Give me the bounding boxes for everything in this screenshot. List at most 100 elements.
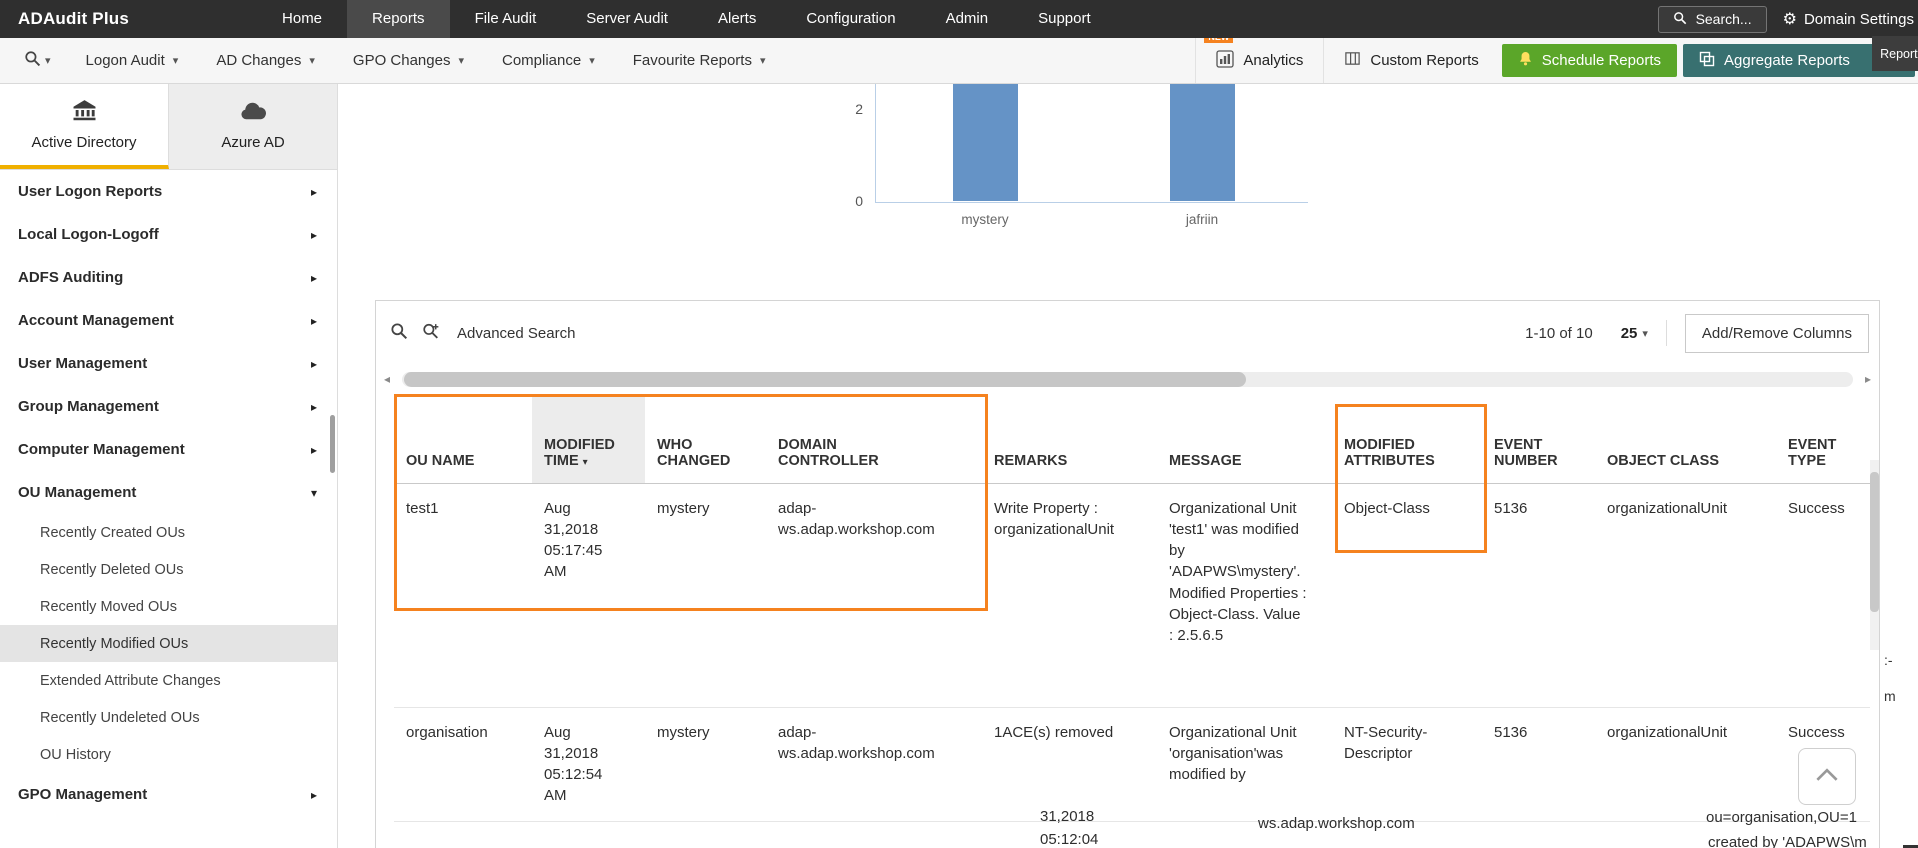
cell-who_changed: mystery xyxy=(645,483,766,708)
sidebar-item-label: Local Logon-Logoff xyxy=(18,226,159,243)
sidebar-subitem-extended-attribute-changes[interactable]: Extended Attribute Changes xyxy=(0,662,337,699)
domain-settings-button[interactable]: ⚙ Domain Settings xyxy=(1783,11,1914,28)
menu-logon-audit[interactable]: Logon Audit ▾ xyxy=(67,52,198,69)
sidebar-item-user-management[interactable]: User Management ▸ xyxy=(0,342,337,385)
domain-settings-label: Domain Settings xyxy=(1803,10,1914,28)
cell-modified_time: Aug 31,2018 05:12:54 AM xyxy=(532,707,645,822)
table-row[interactable]: organisation Aug 31,2018 05:12:54 AM myste… xyxy=(394,707,1870,822)
horizontal-scrollbar-thumb[interactable] xyxy=(404,372,1246,387)
vertical-scrollbar-thumb[interactable] xyxy=(1870,472,1879,612)
cell-object_class: organizationalUnit xyxy=(1595,707,1776,822)
chevron-up-icon xyxy=(1815,767,1839,787)
nav-item-alerts[interactable]: Alerts xyxy=(717,10,757,27)
add-remove-columns-button[interactable]: Add/Remove Columns xyxy=(1684,313,1869,353)
column-header-event-number[interactable]: EVENT NUMBER xyxy=(1482,395,1595,484)
column-header-ou-name[interactable]: OU NAME xyxy=(394,395,532,484)
sidebar-scrollbar-thumb[interactable] xyxy=(330,415,335,473)
sidebar-subitem-label: Recently Undeleted OUs xyxy=(40,709,200,726)
sidebar-item-local-logon-logoff[interactable]: Local Logon-Logoff ▸ xyxy=(0,213,337,256)
sidebar-item-user-logon-reports[interactable]: User Logon Reports ▸ xyxy=(0,170,337,213)
sidebar-item-adfs-auditing[interactable]: ADFS Auditing ▸ xyxy=(0,256,337,299)
sidebar-subitem-ou-history[interactable]: OU History xyxy=(0,736,337,773)
column-header-modified-attributes[interactable]: MODIFIED ATTRIBUTES xyxy=(1332,395,1482,484)
menu-ad-changes[interactable]: AD Changes ▾ xyxy=(197,52,334,69)
cell-domain_controller: adap-ws.adap.workshop.com xyxy=(766,483,982,708)
sidebar-item-gpo-management[interactable]: GPO Management ▸ xyxy=(0,773,337,816)
sidebar-item-group-management[interactable]: Group Management ▸ xyxy=(0,385,337,428)
sidebar-subitem-recently-moved-ous[interactable]: Recently Moved OUs xyxy=(0,588,337,625)
tab-active-directory[interactable]: Active Directory xyxy=(0,84,169,169)
sidebar-item-ou-management[interactable]: OU Management ▾ xyxy=(0,471,337,514)
cloud-icon xyxy=(238,102,268,125)
menu-label: AD Changes xyxy=(216,52,302,69)
sidebar-item-label: ADFS Auditing xyxy=(18,269,124,286)
sidebar-subitem-label: Extended Attribute Changes xyxy=(40,672,221,689)
sort-desc-icon: ▾ xyxy=(582,456,588,468)
column-header-event-type[interactable]: EVENT TYPE xyxy=(1776,395,1870,484)
column-header-message[interactable]: MESSAGE xyxy=(1157,395,1332,484)
clipped-text-fragment: m xyxy=(1884,688,1896,704)
menu-compliance[interactable]: Compliance ▾ xyxy=(483,52,614,69)
bar-mystery xyxy=(952,84,1018,201)
table-row[interactable]: test1 Aug 31,2018 05:17:45 AM mystery adap-… xyxy=(394,483,1870,708)
report-search-toggle[interactable]: ▾ xyxy=(0,50,59,72)
cell-modified_attributes: Object-Class xyxy=(1332,483,1482,708)
schedule-reports-button[interactable]: Schedule Reports xyxy=(1501,44,1677,77)
sidebar-subitem-recently-deleted-ous[interactable]: Recently Deleted OUs xyxy=(0,551,337,588)
scroll-to-top-button[interactable] xyxy=(1798,748,1856,805)
reports-edge-ribbon[interactable]: Reports xyxy=(1872,36,1918,71)
nav-item-configuration[interactable]: Configuration xyxy=(806,10,896,27)
column-header-modified-time[interactable]: MODIFIED TIME ▾ xyxy=(532,395,645,484)
vertical-scrollbar-track[interactable] xyxy=(1870,460,1879,650)
global-search-button[interactable]: Search... xyxy=(1657,5,1767,33)
report-panel-toolbar: Advanced Search 1-10 of 10 25 ▾ Add/Remo… xyxy=(376,301,1879,365)
column-header-who-changed[interactable]: WHO CHANGED xyxy=(645,395,766,484)
column-header-remarks[interactable]: REMARKS xyxy=(982,395,1157,484)
sidebar-subitem-recently-undeleted-ous[interactable]: Recently Undeleted OUs xyxy=(0,699,337,736)
chevron-down-icon: ▾ xyxy=(1642,326,1648,340)
column-header-domain-controller[interactable]: DOMAIN CONTROLLER xyxy=(766,395,982,484)
nav-item-reports[interactable]: Reports xyxy=(347,0,450,38)
custom-reports-button[interactable]: Custom Reports xyxy=(1323,38,1498,83)
building-icon xyxy=(71,99,98,125)
menu-favourite-reports[interactable]: Favourite Reports ▾ xyxy=(614,52,785,69)
advanced-search-icon[interactable] xyxy=(422,322,441,345)
sidebar-item-computer-management[interactable]: Computer Management ▸ xyxy=(0,428,337,471)
cell-remarks: Write Property : organizationalUnit xyxy=(982,483,1157,708)
page-size-dropdown[interactable]: 25 ▾ xyxy=(1621,325,1648,342)
menu-gpo-changes[interactable]: GPO Changes ▾ xyxy=(334,52,483,69)
column-header-object-class[interactable]: OBJECT CLASS xyxy=(1595,395,1776,484)
chart-plot-area xyxy=(338,84,1488,203)
horizontal-scrollbar-track[interactable] xyxy=(402,372,1853,387)
tab-azure-ad[interactable]: Azure AD xyxy=(169,84,337,169)
report-table: OU NAME MODIFIED TIME ▾ WHO CHANGED DOMAIN C… xyxy=(394,395,1870,822)
tab-label: Azure AD xyxy=(221,134,285,151)
sidebar-subitem-recently-modified-ous[interactable]: Recently Modified OUs xyxy=(0,625,337,662)
sidebar-item-account-management[interactable]: Account Management ▸ xyxy=(0,299,337,342)
search-icon[interactable] xyxy=(390,322,408,345)
nav-item-server-audit[interactable]: Server Audit xyxy=(586,10,668,27)
sidebar-subitem-recently-created-ous[interactable]: Recently Created OUs xyxy=(0,514,337,551)
cell-who_changed: mystery xyxy=(645,707,766,822)
advanced-search-label[interactable]: Advanced Search xyxy=(457,324,576,342)
nav-item-support[interactable]: Support xyxy=(1038,10,1091,27)
nav-item-admin[interactable]: Admin xyxy=(945,10,989,27)
chart-y-axis xyxy=(875,84,876,202)
sidebar-item-label: User Logon Reports xyxy=(18,183,163,200)
scroll-right-arrow-icon[interactable]: ▸ xyxy=(1864,372,1871,386)
nav-item-file-audit[interactable]: File Audit xyxy=(474,10,537,27)
scroll-left-arrow-icon[interactable]: ◂ xyxy=(384,372,391,386)
cell-ou_name: organisation xyxy=(394,707,532,822)
navbar-items: Home Reports File Audit Server Audit Alerts C… xyxy=(257,0,1116,38)
analytics-button[interactable]: NEW Analytics xyxy=(1195,31,1323,83)
analytics-label: Analytics xyxy=(1243,52,1304,69)
chevron-right-icon: ▸ xyxy=(310,313,317,328)
gear-icon: ⚙ xyxy=(1782,9,1797,28)
nav-item-home[interactable]: Home xyxy=(282,10,323,27)
report-toolbar-right: 1-10 of 10 25 ▾ Add/Remove Columns xyxy=(1525,313,1869,353)
sidebar-menu: User Logon Reports ▸ Local Logon-Logoff ▸ AD… xyxy=(0,170,337,816)
horizontal-scrollbar[interactable]: ◂ ▸ xyxy=(376,365,1879,395)
sidebar-subitem-label: Recently Moved OUs xyxy=(40,598,177,615)
menu-label: GPO Changes xyxy=(352,52,451,69)
pagination-status: 1-10 of 10 xyxy=(1525,324,1593,342)
